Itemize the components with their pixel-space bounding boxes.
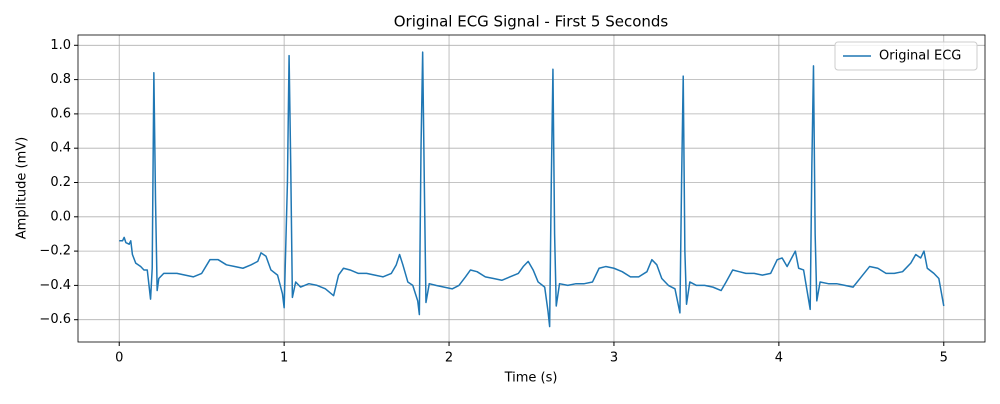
chart-title: Original ECG Signal - First 5 Seconds bbox=[394, 13, 669, 31]
y-tick-label: −0.2 bbox=[39, 244, 71, 259]
y-tick-label: −0.6 bbox=[39, 312, 71, 327]
x-tick-label: 3 bbox=[610, 351, 618, 366]
x-tick-label: 2 bbox=[445, 351, 453, 366]
plot-frame bbox=[77, 34, 986, 343]
x-tick-label: 1 bbox=[280, 351, 288, 366]
y-tick-label: 0.4 bbox=[50, 141, 71, 156]
y-axis-label: Amplitude (mV) bbox=[15, 137, 30, 239]
x-tick-label: 5 bbox=[940, 351, 948, 366]
data-line bbox=[119, 51, 945, 328]
y-tick-label: 1.0 bbox=[50, 38, 71, 53]
legend-label: Original ECG bbox=[879, 49, 961, 64]
x-tick-label: 0 bbox=[115, 351, 123, 366]
x-axis-label: Time (s) bbox=[504, 371, 558, 386]
x-tick-label: 4 bbox=[775, 351, 783, 366]
y-tick-label: −0.4 bbox=[39, 278, 71, 293]
y-tick-label: 0.2 bbox=[50, 175, 71, 190]
y-tick-label: 0.8 bbox=[50, 72, 71, 87]
legend-box bbox=[834, 41, 978, 71]
y-tick-label: 0.6 bbox=[50, 106, 71, 121]
y-tick-label: 0.0 bbox=[50, 209, 71, 224]
